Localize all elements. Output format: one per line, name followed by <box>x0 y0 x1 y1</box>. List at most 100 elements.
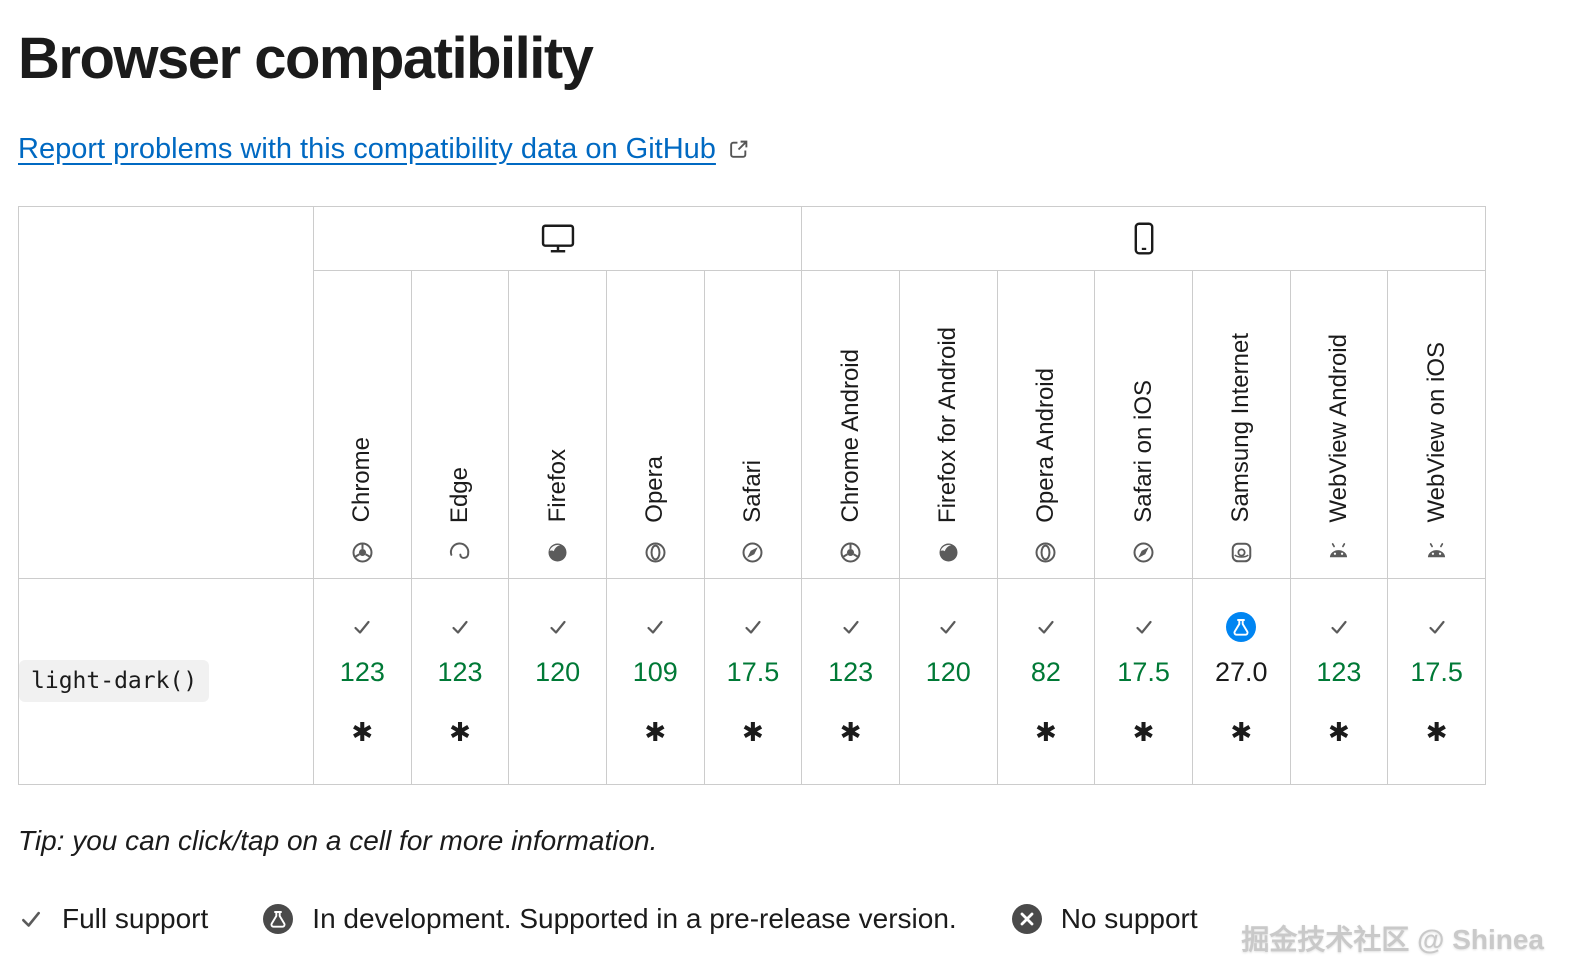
support-cell-edge[interactable]: 123 ✱ <box>410 577 510 785</box>
browser-label: Firefox for Android <box>934 326 962 523</box>
browser-label: Firefox <box>543 449 571 523</box>
check-icon <box>547 611 569 643</box>
support-cell-samsung-internet[interactable]: 27.0 ✱ <box>1191 577 1291 785</box>
footnote-asterisk: ✱ <box>1132 716 1155 747</box>
report-problems-link[interactable]: Report problems with this compatibility … <box>18 132 716 165</box>
support-cell-safari-ios[interactable]: 17.5 ✱ <box>1094 577 1193 785</box>
browser-column-webview-android: WebView Android <box>1289 269 1389 579</box>
browser-column-firefox-android: Firefox for Android <box>898 269 998 579</box>
page-title: Browser compatibility <box>18 26 594 91</box>
edge-icon <box>448 541 471 564</box>
support-cell-opera[interactable]: 109 ✱ <box>605 577 705 785</box>
browser-column-opera-android: Opera Android <box>996 269 1096 579</box>
legend-in-development: In development. Supported in a pre-relea… <box>262 902 957 935</box>
browser-header-row: Chrome Edge Firefox Opera Safari Chrome … <box>19 269 1486 579</box>
browser-column-firefox: Firefox <box>508 269 607 579</box>
footnote-asterisk: ✱ <box>1327 716 1350 747</box>
support-version: 82 <box>1030 656 1061 687</box>
legend-full-support: Full support <box>18 903 208 935</box>
browser-label: Safari <box>738 459 766 523</box>
browser-column-opera: Opera <box>605 269 705 579</box>
safari-icon <box>1132 541 1155 564</box>
browser-column-chrome-android: Chrome Android <box>801 269 900 579</box>
support-version: 120 <box>925 656 971 687</box>
footnote-asterisk: ✱ <box>449 716 471 747</box>
support-cell-firefox[interactable]: 120 ✱ <box>508 577 607 785</box>
browser-label: Edge <box>445 466 473 523</box>
footnote-asterisk: ✱ <box>742 716 764 747</box>
support-cell-safari[interactable]: 17.5 ✱ <box>703 577 803 785</box>
footnote-asterisk: ✱ <box>351 716 374 747</box>
legend-full-support-label: Full support <box>62 902 209 934</box>
opera-icon <box>1034 541 1057 564</box>
mobile-icon <box>802 221 1485 256</box>
support-cell-webview-ios[interactable]: 17.5 ✱ <box>1387 577 1486 785</box>
browser-label: Opera <box>641 455 669 523</box>
feature-name-cell: light-dark() <box>18 577 314 785</box>
check-icon <box>351 611 373 643</box>
external-link-icon <box>728 139 749 160</box>
chrome-icon <box>351 541 374 564</box>
browser-label: Chrome Android <box>836 349 864 523</box>
compatibility-table: Chrome Edge Firefox Opera Safari Chrome … <box>18 205 1486 785</box>
table-corner-cell <box>18 205 314 579</box>
support-version: 123 <box>1316 656 1362 687</box>
in-development-icon <box>262 903 294 935</box>
browser-label: WebView Android <box>1324 334 1352 523</box>
support-cell-opera-android[interactable]: 82 ✱ <box>996 577 1096 785</box>
legend-no-support: No support <box>1011 903 1198 935</box>
support-cell-firefox-android[interactable]: 120 ✱ <box>898 577 998 785</box>
desktop-icon <box>314 223 801 254</box>
browser-label: Opera Android <box>1031 367 1059 523</box>
browser-column-safari: Safari <box>703 269 803 579</box>
footnote-asterisk: ✱ <box>839 716 862 747</box>
footnote-asterisk: ✱ <box>1230 716 1253 747</box>
support-version: 17.5 <box>1410 656 1463 687</box>
check-icon <box>840 611 862 643</box>
check-icon <box>937 611 959 643</box>
browser-label: Safari on iOS <box>1129 379 1157 523</box>
opera-icon <box>644 541 667 564</box>
browser-column-safari-ios: Safari on iOS <box>1094 269 1193 579</box>
watermark: 掘金技术社区 @ Shinea <box>1241 924 1544 955</box>
support-cell-chrome-android[interactable]: 123 ✱ <box>801 577 900 785</box>
desktop-group-header <box>312 205 803 271</box>
android-icon <box>1327 541 1350 564</box>
browser-column-webview-ios: WebView on iOS <box>1387 269 1486 579</box>
no-support-icon <box>1011 903 1043 935</box>
chrome-icon <box>839 541 862 564</box>
support-version: 17.5 <box>726 656 780 687</box>
browser-label: Samsung Internet <box>1227 333 1255 523</box>
check-icon <box>1133 611 1155 643</box>
check-icon <box>742 611 764 643</box>
in-development-icon <box>1225 611 1257 643</box>
footnote-asterisk: ✱ <box>1425 716 1448 747</box>
check-icon <box>1328 611 1350 643</box>
support-version: 123 <box>828 656 874 687</box>
browser-compatibility-section: Browser compatibility Report problems wi… <box>18 26 1562 935</box>
android-icon <box>1425 541 1448 564</box>
support-cell-chrome[interactable]: 123 ✱ <box>313 577 412 785</box>
report-link-row: Report problems with this compatibility … <box>18 133 1562 166</box>
check-icon <box>18 906 44 932</box>
legend-in-development-label: In development. Supported in a pre-relea… <box>312 902 957 934</box>
browser-label: Chrome <box>348 437 376 523</box>
safari-icon <box>741 541 764 564</box>
feature-row: light-dark() 123 ✱ 123 ✱ 120 ✱ <box>18 577 1486 785</box>
support-cell-webview-android[interactable]: 123 ✱ <box>1289 577 1389 785</box>
support-version: 123 <box>339 656 385 687</box>
check-icon <box>1035 611 1057 643</box>
feature-code: light-dark() <box>19 660 210 703</box>
samsung-internet-icon <box>1230 541 1253 564</box>
browser-label: WebView on iOS <box>1422 342 1450 523</box>
browser-column-chrome: Chrome <box>313 269 412 579</box>
browser-column-samsung-internet: Samsung Internet <box>1191 269 1291 579</box>
support-version: 27.0 <box>1214 656 1268 687</box>
firefox-icon <box>937 541 960 564</box>
footnote-asterisk: ✱ <box>644 716 667 747</box>
check-icon <box>1426 611 1448 643</box>
support-version: 123 <box>437 656 483 687</box>
firefox-icon <box>546 541 569 564</box>
legend: Full support In development. Supported i… <box>18 903 1562 935</box>
legend-no-support-label: No support <box>1060 902 1198 934</box>
